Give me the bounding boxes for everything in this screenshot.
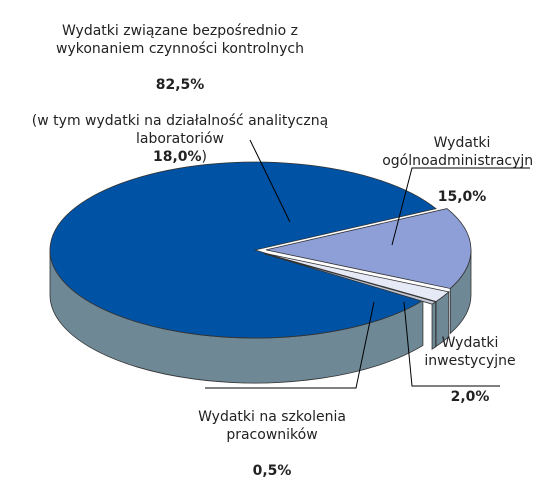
leader-line	[391, 167, 530, 246]
value-label: 15,0%	[437, 189, 487, 205]
note-value: 18,0%	[152, 149, 202, 165]
slice	[263, 253, 437, 305]
note: (w tym wydatki na działalność analityczn…	[32, 112, 328, 166]
leader-line	[249, 139, 291, 223]
slice-label: Wydatki ogólnoadministracyjne 15,0%	[382, 116, 533, 224]
slice	[49, 161, 437, 339]
value-label: 2,0%	[450, 389, 490, 405]
slice-label: Wydatki inwestycyjne 2,0%	[424, 316, 515, 424]
leader-line	[205, 301, 375, 389]
value-label: 0,5%	[252, 463, 292, 479]
note-close: )	[201, 149, 208, 165]
slice	[265, 208, 472, 289]
category-label: Wydatki na szkolenia pracowników	[198, 409, 346, 443]
category-label: Wydatki związane bezpośrednio z wykonani…	[56, 23, 304, 57]
slice-label: Wydatki na szkolenia pracowników 0,5%	[198, 390, 346, 498]
leader-line	[403, 301, 500, 387]
chart: Wydatki związane bezpośrednio z wykonani…	[32, 4, 533, 479]
category-label: Wydatki ogólnoadministracyjne	[382, 135, 533, 169]
slice	[264, 252, 450, 302]
category-label: Wydatki inwestycyjne	[424, 335, 516, 369]
slice-label: Wydatki związane bezpośrednio z wykonani…	[32, 4, 328, 184]
pie-canvas	[49, 139, 530, 389]
note-text: (w tym wydatki na działalność analityczn…	[31, 113, 329, 147]
value-label: 82,5%	[155, 77, 205, 93]
